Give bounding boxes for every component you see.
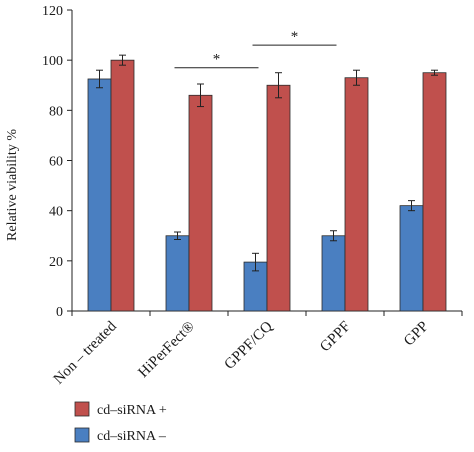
legend-label: cd–siRNA –: [97, 429, 167, 444]
x-category-label: GPP: [401, 319, 432, 350]
bar-plus: [344, 77, 369, 312]
legend-label: cd–siRNA +: [97, 403, 167, 418]
bar-minus: [321, 235, 346, 312]
bar-plus: [266, 84, 291, 312]
bar-plus: [110, 59, 135, 312]
y-tick-label: 40: [49, 205, 63, 220]
y-tick-label: 60: [49, 155, 63, 170]
x-category-label: GPPF/CQ: [221, 318, 275, 372]
legend-swatch: [74, 427, 90, 443]
y-tick-label: 80: [49, 104, 63, 119]
legend-swatch: [74, 401, 90, 417]
x-category-label: HiPerFect®: [135, 319, 197, 381]
x-category-label: Non – treated: [51, 318, 120, 387]
y-tick-label: 0: [56, 305, 63, 320]
y-tick-label: 100: [42, 54, 63, 69]
bar-minus: [399, 205, 424, 312]
x-category-label: GPPF: [317, 319, 354, 356]
bar-minus: [87, 78, 112, 312]
bar-plus: [422, 72, 447, 312]
bar-plus: [188, 94, 213, 312]
bar-minus: [165, 235, 190, 312]
significance-star: *: [213, 52, 221, 68]
legend: cd–siRNA + cd–siRNA –: [74, 401, 167, 444]
plot-area: 0 20 40 60 80 100 120 Non – treated HiPerFect® GP…: [42, 4, 463, 388]
y-tick-label: 120: [42, 4, 63, 19]
y-axis-label: Relative viability %: [5, 129, 20, 241]
significance-star: *: [291, 29, 299, 45]
y-tick-label: 20: [49, 255, 63, 270]
